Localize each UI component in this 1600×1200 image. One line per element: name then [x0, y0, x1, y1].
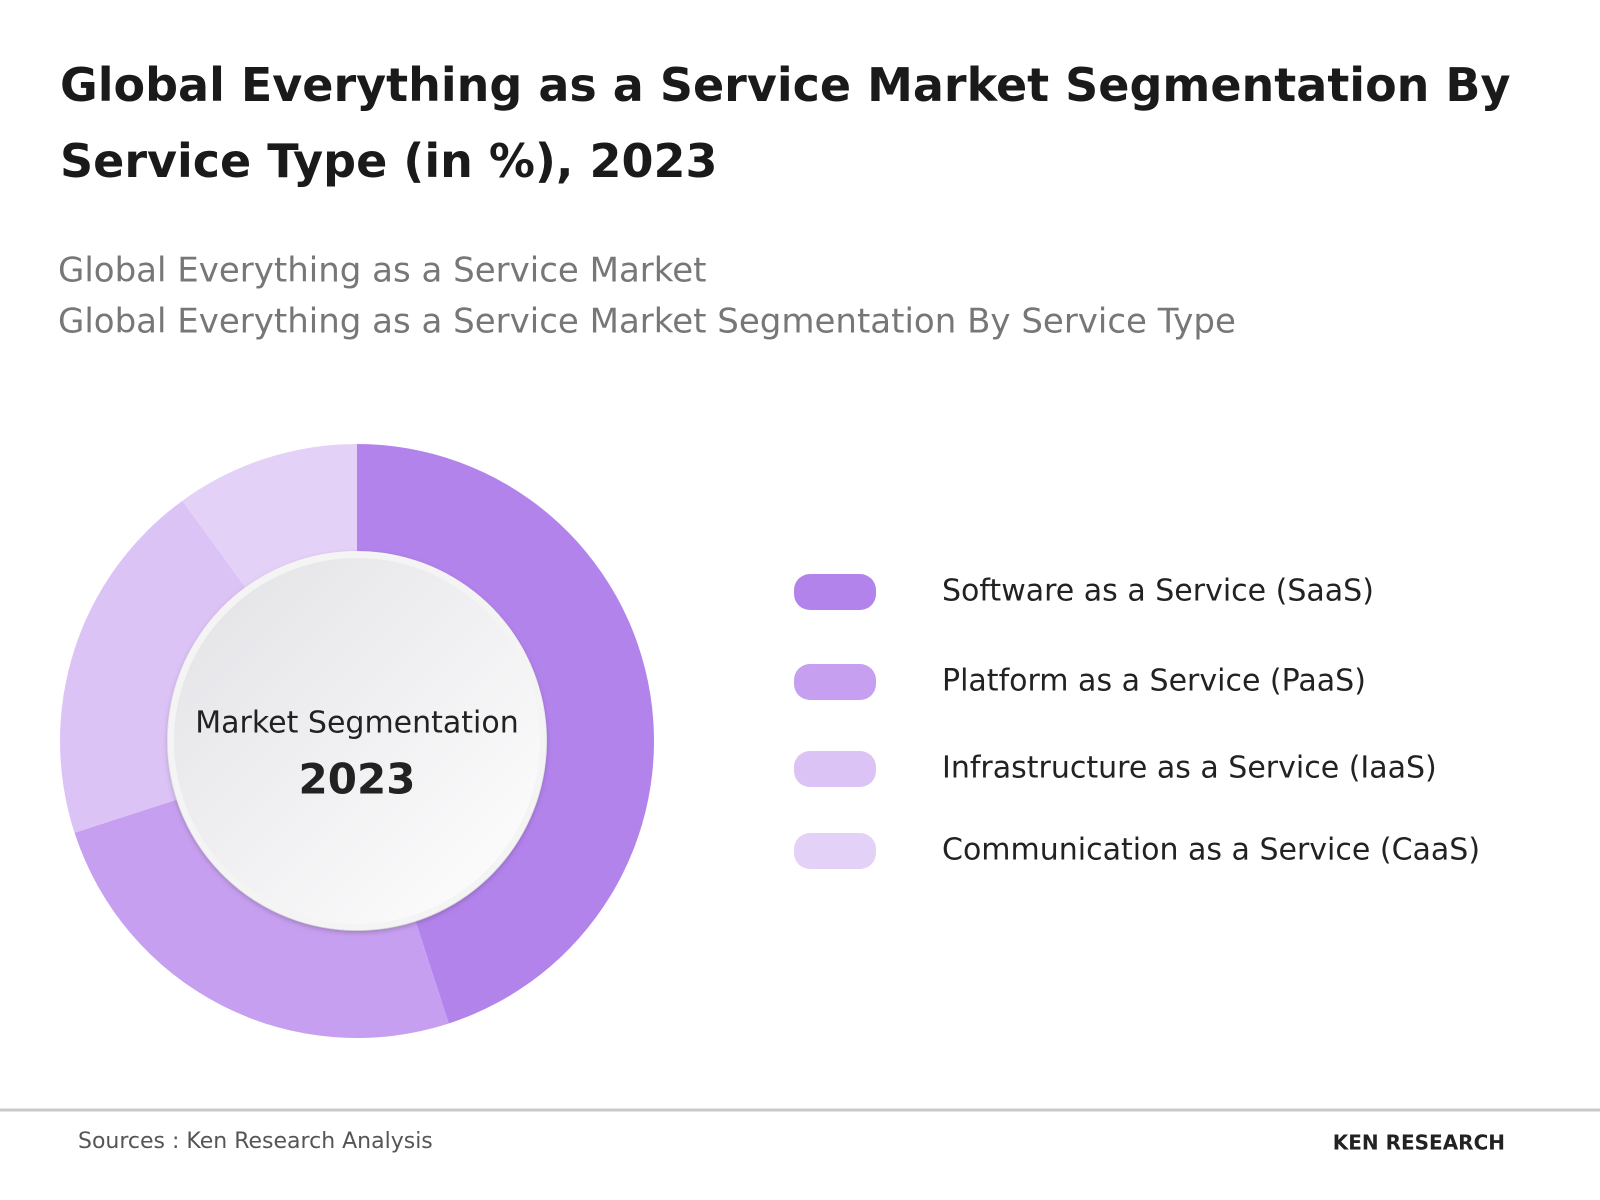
legend-swatch [794, 751, 876, 787]
source: Sources : Ken Research Analysis [78, 1129, 433, 1154]
donut-segment [357, 444, 655, 1024]
legend-label: Infrastructure as a Service (IaaS) [942, 751, 1437, 786]
subtitle: Global Everything as a Service Market Se… [58, 302, 1236, 342]
donut-segment [74, 799, 449, 1038]
legend-swatch [794, 664, 876, 700]
legend-label: Software as a Service (SaaS) [942, 574, 1374, 609]
subtitle: Global Everything as a Service Market [58, 251, 707, 291]
donut-segment [59, 500, 246, 833]
legend-label: Platform as a Service (PaaS) [942, 664, 1366, 699]
chart-title: Global Everything as a Service Market Se… [60, 58, 1510, 188]
legend-swatch [794, 833, 876, 869]
donut-segment [182, 444, 357, 588]
legend-swatch [794, 574, 876, 610]
legend-label: Communication as a Service (CaaS) [942, 833, 1480, 868]
logo: KEN RESEARCH [1333, 1131, 1505, 1155]
center-disc [168, 552, 546, 930]
center-label: Market Segmentation [195, 706, 519, 741]
center-year: 2023 [299, 755, 416, 804]
